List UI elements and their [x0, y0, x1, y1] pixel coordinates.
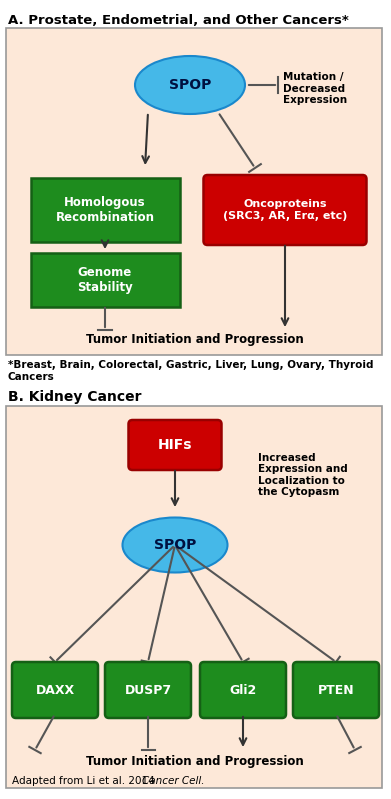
FancyBboxPatch shape: [200, 662, 286, 718]
Text: PTEN: PTEN: [318, 683, 354, 697]
FancyBboxPatch shape: [129, 420, 221, 470]
Text: Tumor Initiation and Progression: Tumor Initiation and Progression: [86, 333, 304, 347]
FancyBboxPatch shape: [30, 253, 179, 307]
Text: Tumor Initiation and Progression: Tumor Initiation and Progression: [86, 756, 304, 769]
Text: Genome
Stability: Genome Stability: [77, 266, 133, 294]
Text: Oncoproteins
(SRC3, AR, Erα, etc): Oncoproteins (SRC3, AR, Erα, etc): [223, 199, 347, 221]
Text: SPOP: SPOP: [169, 78, 211, 92]
Text: HIFs: HIFs: [158, 438, 192, 452]
Text: A. Prostate, Endometrial, and Other Cancers*: A. Prostate, Endometrial, and Other Canc…: [8, 14, 349, 27]
FancyBboxPatch shape: [105, 662, 191, 718]
Text: Homologous
Recombination: Homologous Recombination: [56, 196, 154, 224]
Text: Mutation /
Decreased
Expression: Mutation / Decreased Expression: [283, 72, 347, 105]
Ellipse shape: [122, 518, 228, 573]
FancyBboxPatch shape: [6, 28, 382, 355]
Text: SPOP: SPOP: [154, 538, 196, 552]
FancyBboxPatch shape: [30, 178, 179, 242]
Text: Increased
Expression and
Localization to
the Cytopasm: Increased Expression and Localization to…: [258, 452, 348, 498]
FancyBboxPatch shape: [293, 662, 379, 718]
Text: DUSP7: DUSP7: [124, 683, 172, 697]
FancyBboxPatch shape: [6, 406, 382, 788]
Text: Adapted from Li et al. 2014: Adapted from Li et al. 2014: [12, 776, 158, 786]
Ellipse shape: [135, 56, 245, 114]
FancyBboxPatch shape: [203, 175, 366, 245]
Text: Cancer Cell.: Cancer Cell.: [142, 776, 204, 786]
FancyBboxPatch shape: [12, 662, 98, 718]
Text: *Breast, Brain, Colorectal, Gastric, Liver, Lung, Ovary, Thyroid
Cancers: *Breast, Brain, Colorectal, Gastric, Liv…: [8, 360, 373, 382]
Text: Gli2: Gli2: [230, 683, 256, 697]
Text: B. Kidney Cancer: B. Kidney Cancer: [8, 390, 142, 404]
Text: DAXX: DAXX: [36, 683, 75, 697]
